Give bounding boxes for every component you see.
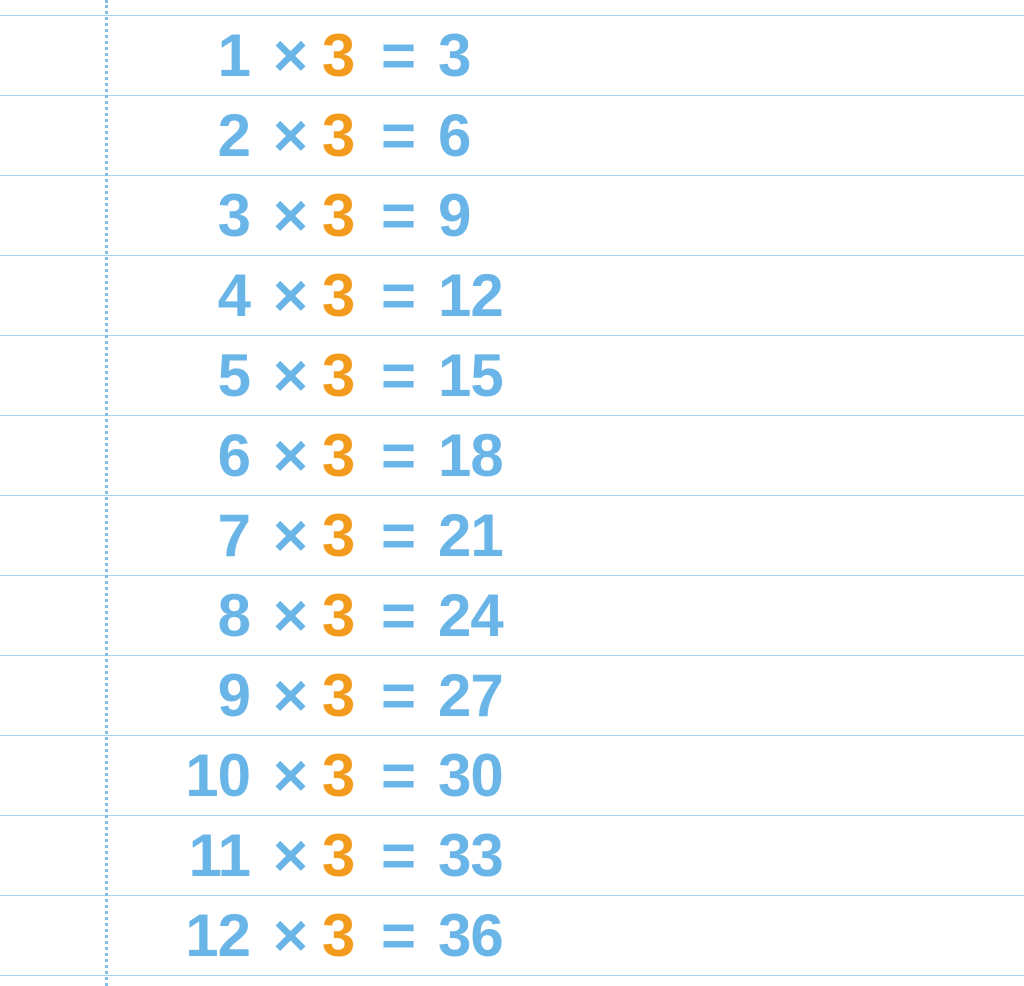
rule-line <box>0 975 1024 976</box>
table-row: 7×3=21 <box>0 495 1024 575</box>
table-row: 11×3=33 <box>0 815 1024 895</box>
multiplier-value: 4 <box>90 255 250 335</box>
multiplier-value: 10 <box>90 735 250 815</box>
result-value: 24 <box>438 575 638 655</box>
equals-symbol: = <box>368 575 428 655</box>
multiplicand-value: 3 <box>308 415 368 495</box>
result-value: 36 <box>438 895 638 975</box>
multiplier-value: 12 <box>90 895 250 975</box>
equals-symbol: = <box>368 655 428 735</box>
multiplicand-value: 3 <box>308 655 368 735</box>
equals-symbol: = <box>368 335 428 415</box>
table-row: 8×3=24 <box>0 575 1024 655</box>
equals-symbol: = <box>368 735 428 815</box>
result-value: 21 <box>438 495 638 575</box>
multiplier-value: 6 <box>90 415 250 495</box>
result-value: 30 <box>438 735 638 815</box>
equals-symbol: = <box>368 95 428 175</box>
multiplier-value: 2 <box>90 95 250 175</box>
multiplier-value: 7 <box>90 495 250 575</box>
table-row: 9×3=27 <box>0 655 1024 735</box>
multiplicand-value: 3 <box>308 895 368 975</box>
table-row: 6×3=18 <box>0 415 1024 495</box>
equals-symbol: = <box>368 415 428 495</box>
multiplier-value: 8 <box>90 575 250 655</box>
multiplier-value: 3 <box>90 175 250 255</box>
equals-symbol: = <box>368 15 428 95</box>
result-value: 18 <box>438 415 638 495</box>
table-row: 3×3=9 <box>0 175 1024 255</box>
table-row: 5×3=15 <box>0 335 1024 415</box>
result-value: 15 <box>438 335 638 415</box>
multiplicand-value: 3 <box>308 575 368 655</box>
equals-symbol: = <box>368 815 428 895</box>
multiplicand-value: 3 <box>308 15 368 95</box>
table-row: 12×3=36 <box>0 895 1024 975</box>
table-row: 1×3=3 <box>0 15 1024 95</box>
result-value: 12 <box>438 255 638 335</box>
table-row: 4×3=12 <box>0 255 1024 335</box>
equals-symbol: = <box>368 495 428 575</box>
multiplicand-value: 3 <box>308 95 368 175</box>
result-value: 33 <box>438 815 638 895</box>
multiplier-value: 5 <box>90 335 250 415</box>
multiplicand-value: 3 <box>308 815 368 895</box>
equals-symbol: = <box>368 895 428 975</box>
multiplicand-value: 3 <box>308 175 368 255</box>
notebook-page: 1×3=32×3=63×3=94×3=125×3=156×3=187×3=218… <box>0 0 1024 986</box>
equals-symbol: = <box>368 255 428 335</box>
result-value: 3 <box>438 15 638 95</box>
multiplicand-value: 3 <box>308 735 368 815</box>
multiplier-value: 9 <box>90 655 250 735</box>
result-value: 27 <box>438 655 638 735</box>
multiplication-table: 1×3=32×3=63×3=94×3=125×3=156×3=187×3=218… <box>0 15 1024 975</box>
multiplicand-value: 3 <box>308 255 368 335</box>
equals-symbol: = <box>368 175 428 255</box>
result-value: 6 <box>438 95 638 175</box>
table-row: 10×3=30 <box>0 735 1024 815</box>
table-row: 2×3=6 <box>0 95 1024 175</box>
multiplicand-value: 3 <box>308 495 368 575</box>
multiplicand-value: 3 <box>308 335 368 415</box>
multiplier-value: 1 <box>90 15 250 95</box>
multiplier-value: 11 <box>90 815 250 895</box>
result-value: 9 <box>438 175 638 255</box>
